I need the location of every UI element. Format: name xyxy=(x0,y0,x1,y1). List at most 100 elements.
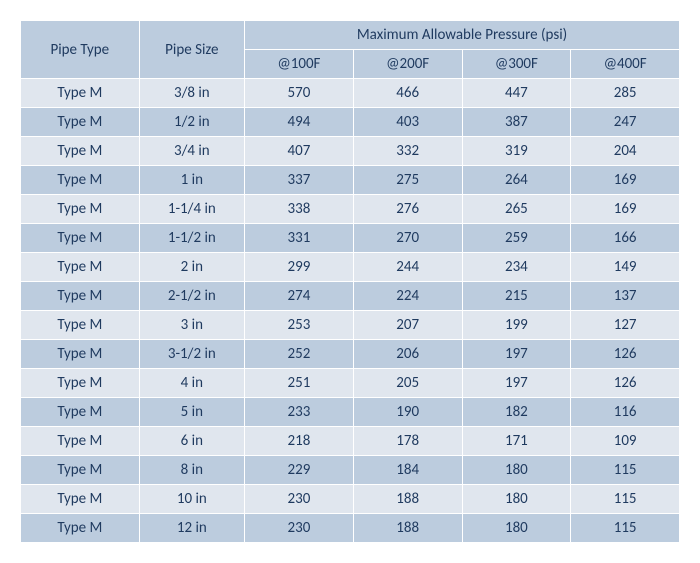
cell-size: 3/8 in xyxy=(139,79,244,108)
cell-p300: 264 xyxy=(462,166,571,195)
cell-p300: 197 xyxy=(462,369,571,398)
cell-p300: 180 xyxy=(462,514,571,543)
table-row: Type M3-1/2 in252206197126 xyxy=(21,340,680,369)
cell-p100: 331 xyxy=(245,224,354,253)
cell-p100: 229 xyxy=(245,456,354,485)
cell-p300: 215 xyxy=(462,282,571,311)
cell-type: Type M xyxy=(21,485,140,514)
cell-size: 3/4 in xyxy=(139,137,244,166)
col-p400: @400F xyxy=(571,50,680,79)
table-row: Type M2-1/2 in274224215137 xyxy=(21,282,680,311)
cell-p300: 259 xyxy=(462,224,571,253)
col-pipe-type: Pipe Type xyxy=(21,21,140,79)
cell-size: 1-1/2 in xyxy=(139,224,244,253)
cell-p200: 276 xyxy=(353,195,462,224)
cell-p400: 115 xyxy=(571,514,680,543)
table-row: Type M3/8 in570466447285 xyxy=(21,79,680,108)
cell-p100: 233 xyxy=(245,398,354,427)
cell-p300: 319 xyxy=(462,137,571,166)
cell-p400: 126 xyxy=(571,340,680,369)
cell-p300: 265 xyxy=(462,195,571,224)
cell-p400: 247 xyxy=(571,108,680,137)
cell-p100: 407 xyxy=(245,137,354,166)
cell-p300: 234 xyxy=(462,253,571,282)
table-row: Type M2 in299244234149 xyxy=(21,253,680,282)
cell-p100: 338 xyxy=(245,195,354,224)
cell-size: 5 in xyxy=(139,398,244,427)
cell-p200: 205 xyxy=(353,369,462,398)
cell-size: 3 in xyxy=(139,311,244,340)
cell-p400: 115 xyxy=(571,456,680,485)
cell-size: 10 in xyxy=(139,485,244,514)
cell-type: Type M xyxy=(21,369,140,398)
cell-type: Type M xyxy=(21,79,140,108)
cell-p300: 199 xyxy=(462,311,571,340)
cell-p200: 188 xyxy=(353,485,462,514)
cell-size: 1/2 in xyxy=(139,108,244,137)
cell-type: Type M xyxy=(21,456,140,485)
table-row: Type M1 in337275264169 xyxy=(21,166,680,195)
cell-p400: 285 xyxy=(571,79,680,108)
cell-p200: 244 xyxy=(353,253,462,282)
cell-size: 3-1/2 in xyxy=(139,340,244,369)
cell-p100: 337 xyxy=(245,166,354,195)
cell-type: Type M xyxy=(21,195,140,224)
table-header: Pipe Type Pipe Size Maximum Allowable Pr… xyxy=(21,21,680,79)
cell-p400: 169 xyxy=(571,195,680,224)
cell-p300: 387 xyxy=(462,108,571,137)
cell-p200: 332 xyxy=(353,137,462,166)
table-row: Type M3 in253207199127 xyxy=(21,311,680,340)
cell-p100: 230 xyxy=(245,485,354,514)
cell-size: 6 in xyxy=(139,427,244,456)
cell-size: 4 in xyxy=(139,369,244,398)
cell-type: Type M xyxy=(21,108,140,137)
cell-type: Type M xyxy=(21,398,140,427)
cell-type: Type M xyxy=(21,340,140,369)
table-row: Type M3/4 in407332319204 xyxy=(21,137,680,166)
table-row: Type M6 in218178171109 xyxy=(21,427,680,456)
cell-p200: 270 xyxy=(353,224,462,253)
col-pressure-group: Maximum Allowable Pressure (psi) xyxy=(245,21,680,50)
cell-type: Type M xyxy=(21,427,140,456)
cell-p200: 224 xyxy=(353,282,462,311)
cell-p300: 171 xyxy=(462,427,571,456)
cell-type: Type M xyxy=(21,514,140,543)
cell-p100: 299 xyxy=(245,253,354,282)
cell-p400: 204 xyxy=(571,137,680,166)
table-body: Type M3/8 in570466447285Type M1/2 in4944… xyxy=(21,79,680,543)
cell-p100: 274 xyxy=(245,282,354,311)
table-row: Type M1-1/4 in338276265169 xyxy=(21,195,680,224)
cell-p400: 116 xyxy=(571,398,680,427)
table-row: Type M5 in233190182116 xyxy=(21,398,680,427)
cell-p200: 184 xyxy=(353,456,462,485)
cell-p400: 166 xyxy=(571,224,680,253)
table-row: Type M1-1/2 in331270259166 xyxy=(21,224,680,253)
table-row: Type M10 in230188180115 xyxy=(21,485,680,514)
col-p300: @300F xyxy=(462,50,571,79)
table-row: Type M1/2 in494403387247 xyxy=(21,108,680,137)
cell-p100: 570 xyxy=(245,79,354,108)
cell-p400: 137 xyxy=(571,282,680,311)
cell-size: 8 in xyxy=(139,456,244,485)
cell-p200: 188 xyxy=(353,514,462,543)
cell-type: Type M xyxy=(21,166,140,195)
cell-type: Type M xyxy=(21,311,140,340)
cell-p400: 115 xyxy=(571,485,680,514)
cell-p400: 169 xyxy=(571,166,680,195)
table-row: Type M12 in230188180115 xyxy=(21,514,680,543)
pressure-table: Pipe Type Pipe Size Maximum Allowable Pr… xyxy=(20,20,680,543)
cell-p400: 149 xyxy=(571,253,680,282)
cell-size: 1-1/4 in xyxy=(139,195,244,224)
cell-p200: 190 xyxy=(353,398,462,427)
cell-p100: 230 xyxy=(245,514,354,543)
cell-p200: 178 xyxy=(353,427,462,456)
cell-p400: 109 xyxy=(571,427,680,456)
cell-type: Type M xyxy=(21,253,140,282)
cell-size: 1 in xyxy=(139,166,244,195)
cell-p300: 447 xyxy=(462,79,571,108)
table-row: Type M8 in229184180115 xyxy=(21,456,680,485)
cell-p100: 218 xyxy=(245,427,354,456)
cell-p400: 127 xyxy=(571,311,680,340)
cell-size: 12 in xyxy=(139,514,244,543)
cell-size: 2 in xyxy=(139,253,244,282)
